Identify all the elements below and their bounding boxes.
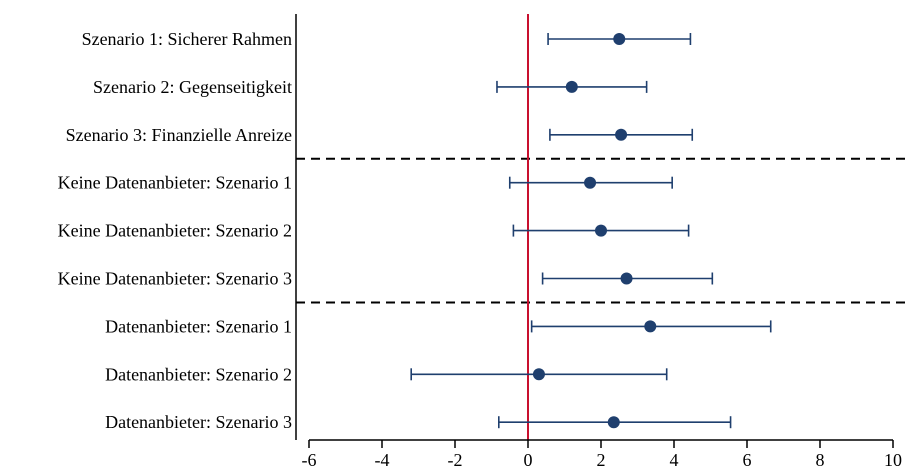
x-tick-label-4: 0 — [524, 450, 533, 470]
point-estimate-9 — [607, 416, 620, 429]
confidence-intervals — [410, 33, 772, 429]
category-label-7: Datenanbieter: Szenario 1 — [105, 316, 292, 336]
category-label-9: Datenanbieter: Szenario 3 — [105, 412, 292, 432]
category-label-1: Szenario 1: Sicherer Rahmen — [82, 29, 292, 49]
category-label-5: Keine Datenanbieter: Szenario 2 — [58, 221, 292, 241]
point-estimate-1 — [613, 33, 626, 45]
x-tick-label-8: 8 — [816, 450, 825, 470]
category-label-4: Keine Datenanbieter: Szenario 1 — [58, 173, 292, 193]
x-tick-label-6: 4 — [670, 450, 679, 470]
x-tick-label-3: -2 — [448, 450, 463, 470]
category-label-8: Datenanbieter: Szenario 2 — [105, 364, 292, 384]
category-labels: Szenario 1: Sicherer Rahmen Szenario 2: G… — [58, 29, 292, 432]
category-label-6: Keine Datenanbieter: Szenario 3 — [58, 269, 292, 289]
point-estimate-8 — [532, 368, 545, 381]
point-estimate-3 — [615, 128, 628, 141]
category-label-2: Szenario 2: Gegenseitigkeit — [93, 77, 292, 97]
point-estimate-7 — [644, 320, 657, 333]
axes: -6 -4 -2 0 2 4 6 8 10 — [295, 14, 902, 470]
x-tick-label-5: 2 — [597, 450, 606, 470]
point-estimate-6 — [620, 272, 633, 285]
x-tick-label-2: -4 — [375, 450, 390, 470]
x-tick-label-7: 6 — [743, 450, 752, 470]
x-tick-label-1: -6 — [302, 450, 317, 470]
point-estimate-5 — [595, 224, 607, 237]
separator-lines — [296, 157, 906, 304]
point-estimate-4 — [584, 176, 597, 189]
point-estimate-2 — [565, 80, 578, 93]
x-tick-label-9: 10 — [884, 450, 902, 470]
category-label-3: Szenario 3: Finanzielle Anreize — [66, 125, 292, 145]
point-estimates — [532, 33, 657, 429]
